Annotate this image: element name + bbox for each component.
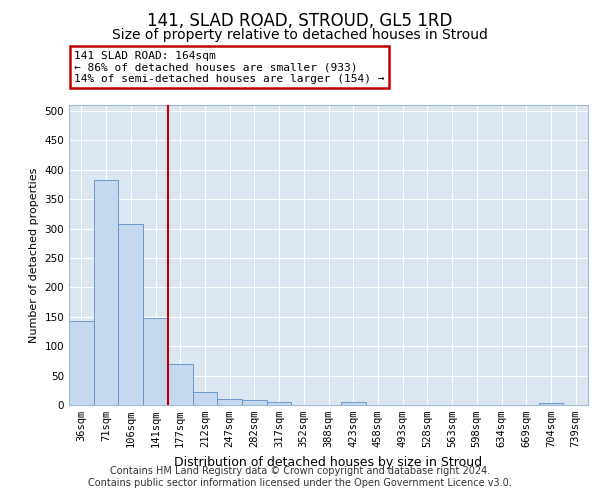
Bar — [539, 402, 563, 405]
Bar — [168, 364, 193, 405]
Bar — [143, 318, 168, 405]
Text: Size of property relative to detached houses in Stroud: Size of property relative to detached ho… — [112, 28, 488, 42]
Bar — [217, 399, 242, 405]
Text: 141 SLAD ROAD: 164sqm
← 86% of detached houses are smaller (933)
14% of semi-det: 141 SLAD ROAD: 164sqm ← 86% of detached … — [74, 51, 385, 84]
Text: Contains HM Land Registry data © Crown copyright and database right 2024.
Contai: Contains HM Land Registry data © Crown c… — [88, 466, 512, 487]
X-axis label: Distribution of detached houses by size in Stroud: Distribution of detached houses by size … — [175, 456, 482, 468]
Bar — [267, 402, 292, 405]
Bar — [242, 400, 267, 405]
Bar — [193, 392, 217, 405]
Bar — [94, 180, 118, 405]
Text: 141, SLAD ROAD, STROUD, GL5 1RD: 141, SLAD ROAD, STROUD, GL5 1RD — [148, 12, 452, 30]
Bar — [118, 224, 143, 405]
Y-axis label: Number of detached properties: Number of detached properties — [29, 168, 39, 342]
Bar — [341, 402, 365, 405]
Bar — [69, 321, 94, 405]
